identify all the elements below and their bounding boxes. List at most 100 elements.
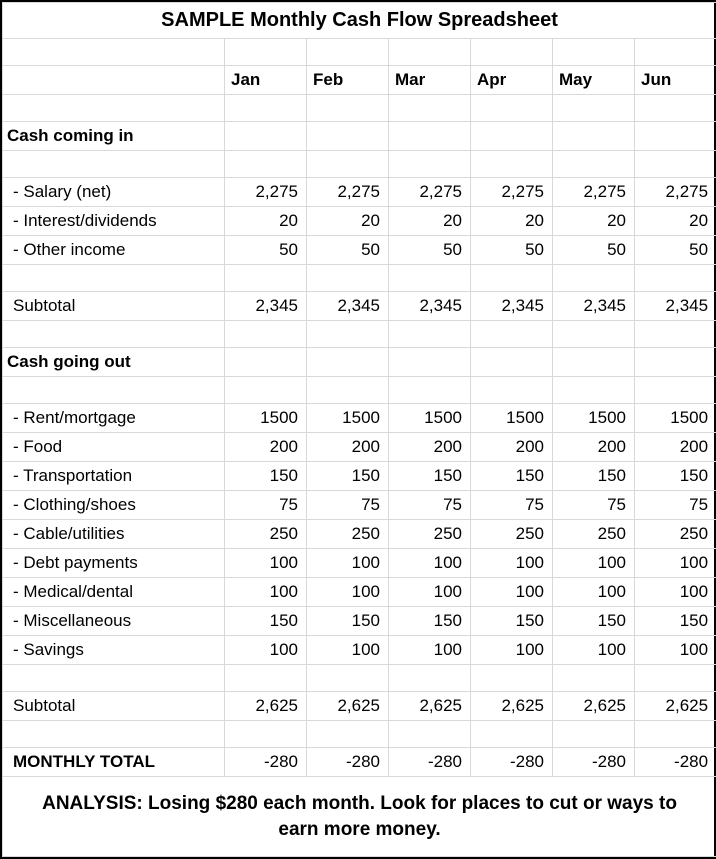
value-cell: 50 xyxy=(471,236,553,265)
blank-cell xyxy=(389,95,471,122)
blank-cell xyxy=(3,377,225,404)
blank-cell xyxy=(225,721,307,748)
value-cell: 2,275 xyxy=(307,178,389,207)
blank-cell xyxy=(307,721,389,748)
month-header: Apr xyxy=(471,66,553,95)
expense-item-row: - Debt payments 100 100 100 100 100 100 xyxy=(3,549,716,578)
blank-cell xyxy=(471,95,553,122)
line-label: - Food xyxy=(3,433,225,462)
value-cell: 50 xyxy=(225,236,307,265)
monthly-total-label: MONTHLY TOTAL xyxy=(3,748,225,777)
blank-cell xyxy=(3,721,225,748)
value-cell: 100 xyxy=(553,578,635,607)
month-header: Mar xyxy=(389,66,471,95)
subtotal-cell: 2,625 xyxy=(307,692,389,721)
blank-row xyxy=(3,265,716,292)
value-cell: 150 xyxy=(307,607,389,636)
blank-cell xyxy=(553,348,635,377)
blank-cell xyxy=(635,348,716,377)
blank-cell xyxy=(471,377,553,404)
expense-item-row: - Medical/dental 100 100 100 100 100 100 xyxy=(3,578,716,607)
value-cell: 75 xyxy=(389,491,471,520)
blank-cell xyxy=(553,665,635,692)
value-cell: 2,275 xyxy=(553,178,635,207)
line-label: - Cable/utilities xyxy=(3,520,225,549)
total-cell: -280 xyxy=(635,748,716,777)
blank-cell xyxy=(389,151,471,178)
value-cell: 250 xyxy=(389,520,471,549)
value-cell: 1500 xyxy=(307,404,389,433)
value-cell: 150 xyxy=(389,462,471,491)
value-cell: 100 xyxy=(225,578,307,607)
value-cell: 50 xyxy=(553,236,635,265)
value-cell: 100 xyxy=(225,636,307,665)
subtotal-cell: 2,345 xyxy=(389,292,471,321)
blank-cell xyxy=(307,665,389,692)
value-cell: 150 xyxy=(553,462,635,491)
blank-row xyxy=(3,321,716,348)
blank-cell xyxy=(635,95,716,122)
total-cell: -280 xyxy=(389,748,471,777)
blank-cell xyxy=(307,39,389,66)
value-cell: 200 xyxy=(307,433,389,462)
line-label: - Clothing/shoes xyxy=(3,491,225,520)
blank-cell xyxy=(635,39,716,66)
value-cell: 250 xyxy=(635,520,716,549)
value-cell: 150 xyxy=(471,607,553,636)
blank-cell xyxy=(635,122,716,151)
blank-cell xyxy=(389,665,471,692)
blank-cell xyxy=(3,95,225,122)
blank-cell xyxy=(635,377,716,404)
line-label: - Miscellaneous xyxy=(3,607,225,636)
value-cell: 100 xyxy=(471,549,553,578)
analysis-row: ANALYSIS: Losing $280 each month. Look f… xyxy=(3,777,716,857)
value-cell: 75 xyxy=(553,491,635,520)
value-cell: 250 xyxy=(471,520,553,549)
blank-cell xyxy=(3,66,225,95)
blank-cell xyxy=(3,665,225,692)
line-label: - Savings xyxy=(3,636,225,665)
blank-cell xyxy=(635,151,716,178)
blank-cell xyxy=(471,151,553,178)
value-cell: 100 xyxy=(635,549,716,578)
blank-cell xyxy=(307,95,389,122)
value-cell: 2,275 xyxy=(225,178,307,207)
blank-cell xyxy=(3,39,225,66)
blank-cell xyxy=(307,321,389,348)
total-cell: -280 xyxy=(307,748,389,777)
income-header: Cash coming in xyxy=(3,122,225,151)
blank-cell xyxy=(471,665,553,692)
subtotal-cell: 2,625 xyxy=(225,692,307,721)
income-subtotal-row: Subtotal 2,345 2,345 2,345 2,345 2,345 2… xyxy=(3,292,716,321)
blank-cell xyxy=(3,321,225,348)
line-label: - Other income xyxy=(3,236,225,265)
value-cell: 20 xyxy=(635,207,716,236)
value-cell: 1500 xyxy=(471,404,553,433)
blank-cell xyxy=(307,377,389,404)
value-cell: 100 xyxy=(471,578,553,607)
value-cell: 20 xyxy=(471,207,553,236)
blank-cell xyxy=(225,95,307,122)
value-cell: 1500 xyxy=(553,404,635,433)
total-cell: -280 xyxy=(553,748,635,777)
value-cell: 20 xyxy=(307,207,389,236)
blank-cell xyxy=(307,265,389,292)
blank-row xyxy=(3,151,716,178)
value-cell: 250 xyxy=(553,520,635,549)
subtotal-cell: 2,345 xyxy=(471,292,553,321)
expenses-header: Cash going out xyxy=(3,348,225,377)
blank-cell xyxy=(225,377,307,404)
blank-cell xyxy=(471,348,553,377)
line-label: - Interest/dividends xyxy=(3,207,225,236)
subtotal-cell: 2,345 xyxy=(635,292,716,321)
line-label: - Transportation xyxy=(3,462,225,491)
blank-cell xyxy=(553,377,635,404)
blank-cell xyxy=(471,721,553,748)
value-cell: 75 xyxy=(635,491,716,520)
blank-cell xyxy=(225,265,307,292)
value-cell: 100 xyxy=(553,636,635,665)
value-cell: 1500 xyxy=(635,404,716,433)
expense-item-row: - Rent/mortgage 1500 1500 1500 1500 1500… xyxy=(3,404,716,433)
blank-row xyxy=(3,721,716,748)
blank-cell xyxy=(307,122,389,151)
